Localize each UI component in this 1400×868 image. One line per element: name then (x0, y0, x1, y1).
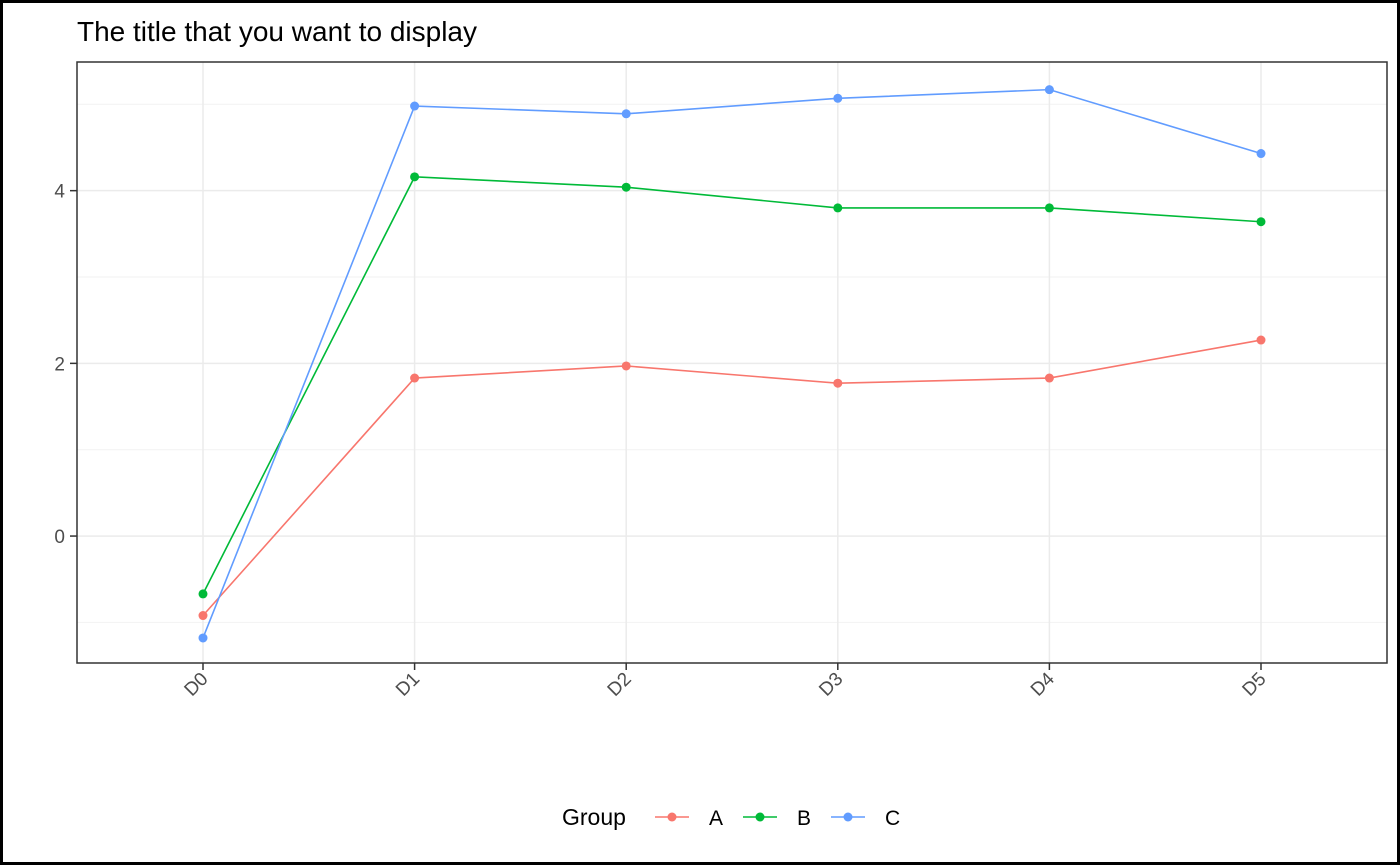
y-tick-label: 2 (54, 354, 65, 375)
series-line-C (202, 88, 1262, 639)
legend-title: Group (562, 804, 626, 830)
plot-panel (77, 62, 1387, 663)
series-line-B (202, 176, 1262, 595)
chart-title: The title that you want to display (77, 16, 477, 47)
legend-key-point (755, 812, 765, 822)
data-point-C-D3 (833, 93, 843, 103)
data-point-C-D5 (1256, 149, 1266, 159)
data-point-A-D5 (1256, 335, 1266, 345)
data-point-A-D3 (833, 378, 843, 388)
legend-item-B: B (743, 807, 811, 830)
data-point-B-D0 (198, 589, 208, 599)
x-tick-label: D1 (392, 669, 424, 701)
legend-label: A (709, 807, 723, 830)
data-point-A-D1 (410, 373, 420, 383)
x-tick-label: D3 (815, 669, 847, 701)
legend-item-A: A (655, 807, 723, 830)
data-point-C-D1 (410, 101, 420, 111)
plot-panel-border (76, 61, 1388, 664)
legend-label: C (885, 807, 900, 830)
series-layer (198, 85, 1266, 643)
series-line-A (202, 339, 1262, 617)
line-chart: The title that you want to display 0 2 4 D0… (54, 16, 1388, 830)
data-point-B-D1 (410, 172, 420, 182)
data-point-C-D0 (198, 633, 208, 643)
grid-layer (77, 62, 1387, 663)
data-point-A-D4 (1044, 373, 1054, 383)
data-point-B-D5 (1256, 217, 1266, 227)
series-A (198, 335, 1266, 621)
data-point-A-D0 (198, 611, 208, 621)
data-point-B-D4 (1044, 203, 1054, 213)
data-point-B-D2 (621, 182, 631, 192)
series-C (198, 85, 1266, 643)
legend: Group A B C (562, 804, 900, 830)
y-tick-label: 0 (54, 527, 65, 548)
data-point-C-D4 (1044, 85, 1054, 95)
legend-label: B (797, 807, 811, 830)
x-tick-label: D5 (1239, 669, 1271, 701)
x-tick-label: D0 (181, 669, 213, 701)
data-point-C-D2 (621, 109, 631, 119)
series-B (198, 172, 1266, 599)
data-point-A-D2 (621, 361, 631, 371)
data-point-B-D3 (833, 203, 843, 213)
x-tick-label: D4 (1027, 668, 1059, 700)
legend-key-point (843, 812, 853, 822)
x-tick-label: D2 (604, 669, 636, 701)
legend-item-C: C (831, 807, 900, 830)
y-tick-label: 4 (54, 182, 65, 203)
legend-key-point (667, 812, 677, 822)
